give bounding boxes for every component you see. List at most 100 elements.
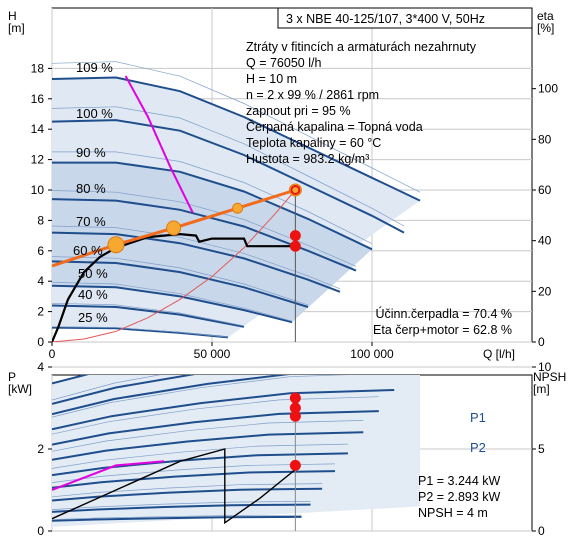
head-xtick-label: 50 000 — [194, 347, 231, 361]
power-curves — [52, 375, 395, 531]
p2-curve — [52, 375, 196, 405]
info-line: n = 2 x 99 % / 2861 rpm — [246, 88, 379, 102]
head-xtick-label: 0 — [49, 347, 56, 361]
head-ytick-label: 0 — [37, 335, 44, 349]
head-ytick-label: 18 — [31, 61, 45, 75]
speed-curve — [52, 198, 357, 272]
speed-label: 70 % — [76, 214, 106, 229]
speed-curve-envelope — [52, 106, 405, 227]
head-ytick-label: 4 — [37, 274, 44, 288]
power-curve — [52, 389, 395, 431]
speed-curve — [52, 231, 341, 293]
power-y-label: P [kW] — [8, 370, 32, 396]
speed-curve-envelope — [52, 61, 421, 193]
head-ytick-label: 6 — [37, 244, 44, 258]
red-marker — [290, 185, 301, 195]
series-label-p2: P2 — [470, 440, 486, 455]
head-ytick-label: 8 — [37, 213, 44, 227]
speed-label: 60 % — [73, 243, 103, 258]
speed-curve — [52, 119, 405, 234]
power-curve — [52, 431, 364, 461]
npsh-ytick-label: 10 — [538, 360, 552, 374]
speed-label: 25 % — [78, 310, 108, 325]
head-ytick-label: 14 — [31, 122, 45, 136]
eta-y-label: eta [%] — [537, 9, 554, 35]
speed-label: 40 % — [78, 287, 108, 302]
speed-curve-envelope — [52, 326, 229, 338]
orange-marker — [166, 220, 182, 236]
title-box — [277, 7, 533, 29]
power-curve-envelope — [52, 501, 311, 510]
power-curve-envelope — [52, 375, 348, 418]
power-markers — [289, 392, 301, 471]
eta-ytick-label: 0 — [538, 335, 545, 349]
speed-curve — [52, 326, 229, 339]
speed-curve-envelope — [52, 282, 293, 322]
speed-labels: 109 % 100 % 90 % 80 % 70 % 60 % 50 % 40 % 25 % — [73, 60, 113, 325]
head-markers — [107, 183, 302, 254]
power-curve-envelope — [52, 463, 336, 483]
speed-curve-envelope — [52, 302, 245, 327]
result-line: Účinn.čerpadla = 70.4 % — [375, 306, 512, 321]
head-xtick-label: 100 000 — [350, 347, 394, 361]
head-axis-ticks: 0 2 4 6 8 10 12 14 16 18 0 20 40 60 80 100 0 50 000 100 00… — [31, 61, 559, 361]
head-ytick-label: 10 — [31, 183, 45, 197]
result-line: Eta čerp+motor = 62.8 % — [373, 323, 512, 337]
power-results: P1 = 3.244 kW P2 = 2.893 kW NPSH = 4 m — [418, 474, 501, 520]
power-curve-envelope — [52, 483, 323, 498]
power-result-line: P2 = 2.893 kW — [418, 490, 501, 504]
info-line: Čerpaná kapalina = Topná voda — [246, 119, 423, 134]
chart-title: 3 x NBE 40-125/107, 3*400 V, 50Hz — [286, 12, 485, 26]
red-marker — [289, 230, 301, 242]
speed-curve — [52, 284, 293, 324]
power-curve-envelope — [52, 396, 379, 435]
efficiency-results: Účinn.čerpadla = 70.4 % Eta čerp+motor = … — [373, 306, 512, 337]
efficiency-curve — [52, 232, 296, 342]
power-curve-envelope — [52, 443, 348, 469]
speed-curve-envelope — [52, 256, 309, 306]
power-curve — [52, 503, 311, 513]
speed-label: 100 % — [76, 106, 113, 121]
speed-curve — [52, 304, 245, 328]
power-curve — [52, 410, 379, 446]
eta-ytick-label: 20 — [538, 284, 552, 298]
power-ytick-label: 2 — [37, 442, 44, 456]
power-limit-line — [52, 460, 165, 491]
orange-marker — [232, 202, 244, 214]
speed-curve-envelope — [52, 190, 357, 267]
head-curves — [52, 61, 421, 342]
power-panel: 0 2 4 0 5 10 P [kW] NPSH [m] P1 P2 P1 = 3.244 k… — [8, 360, 566, 538]
power-result-line: P1 = 3.244 kW — [418, 474, 501, 488]
speed-curve-envelope — [52, 225, 341, 290]
speed-label: 80 % — [76, 181, 106, 196]
speed-curve-envelope — [52, 151, 373, 245]
speed-label: 50 % — [78, 266, 108, 281]
power-curve-envelope — [52, 420, 364, 452]
speed-label: 109 % — [76, 60, 113, 75]
info-line: Teplota kapaliny = 60 °C — [246, 136, 381, 150]
speed-curve — [52, 161, 373, 251]
head-ytick-label: 12 — [31, 153, 45, 167]
orange-marker — [107, 236, 125, 254]
power-red-marker — [289, 459, 301, 471]
duty-info: Ztráty v fitincích a armaturách nezahrnu… — [246, 40, 477, 166]
power-ytick-label: 4 — [37, 360, 44, 374]
npsh-ytick-label: 0 — [538, 524, 545, 538]
head-y-label: H [m] — [8, 9, 25, 35]
head-ytick-label: 2 — [37, 305, 44, 319]
info-line: H = 10 m — [246, 72, 297, 86]
eta-ytick-label: 80 — [538, 132, 552, 146]
power-result-line: NPSH = 4 m — [418, 506, 488, 520]
power-curve-envelope — [52, 375, 161, 401]
system-curve — [52, 189, 296, 342]
power-curve — [52, 375, 290, 416]
eta-ytick-label: 40 — [538, 234, 552, 248]
power-red-marker — [289, 392, 301, 404]
info-line: Ztráty v fitincích a armaturách nezahrnu… — [246, 40, 477, 54]
info-line: zapnout pri = 95 % — [246, 104, 351, 118]
head-ytick-label: 16 — [31, 92, 45, 106]
power-curve — [52, 487, 323, 502]
red-marker — [289, 240, 301, 252]
x-axis-label: Q [l/h] — [483, 347, 515, 361]
